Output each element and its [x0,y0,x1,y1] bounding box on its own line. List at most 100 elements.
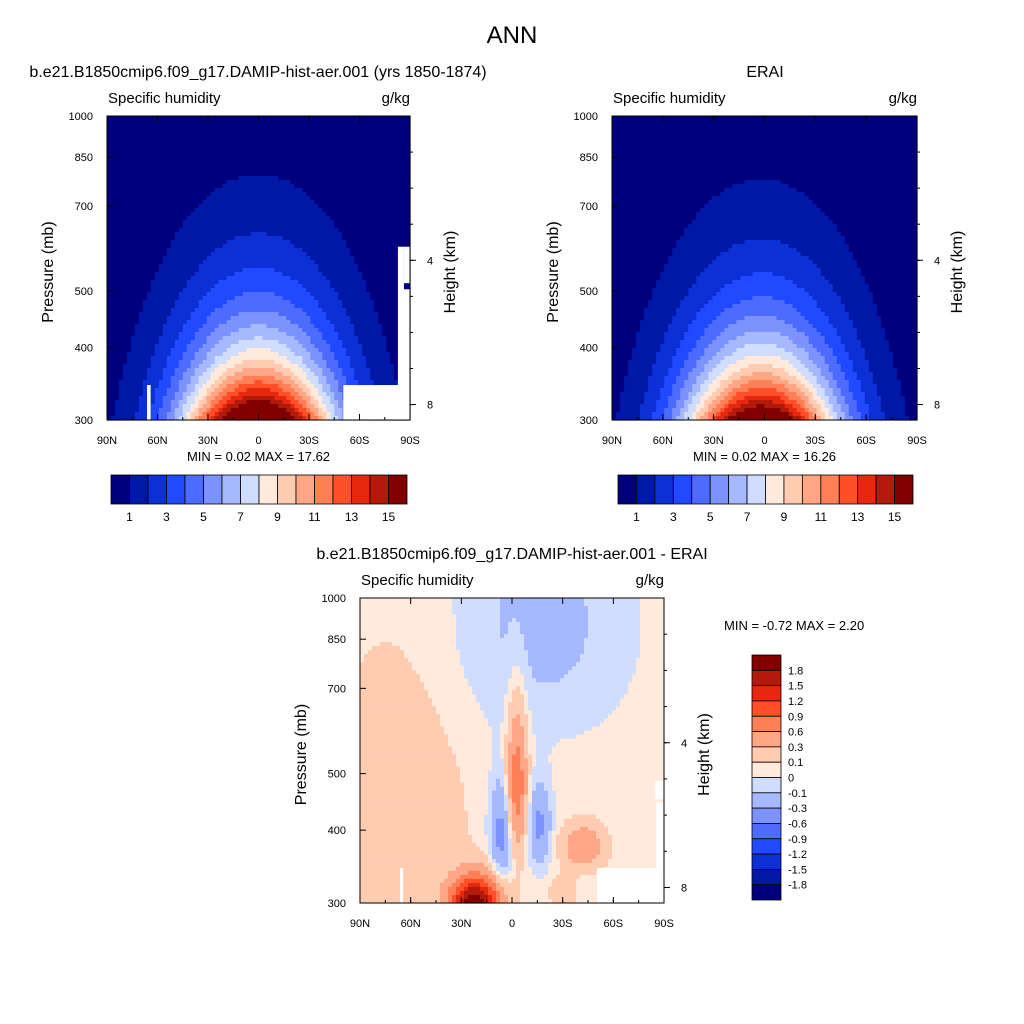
model-cell [114,316,120,321]
model-cell [294,352,299,357]
model-cell [222,180,228,185]
model-cell [234,324,240,329]
model-cell [214,336,220,341]
model-cell [142,172,148,177]
model-cell [166,120,172,125]
model-cell [134,260,140,265]
model-cell [202,220,208,225]
model-cell [186,224,192,229]
model-cell [122,336,128,341]
model-cell [354,124,359,129]
model-cell [326,328,331,333]
model-cell [346,224,351,229]
model-cell [198,352,204,357]
model-cell [378,144,383,149]
model-cell [222,368,228,373]
model-cell [374,232,379,237]
model-cell [266,224,272,229]
model-cell [322,288,327,293]
model-cell [318,200,323,205]
model-cell [170,340,176,345]
model-cell [266,256,272,261]
model-cell [138,224,144,229]
model-cell [174,340,180,345]
model-cell [350,328,355,333]
model-cell [142,252,148,257]
model-cell [150,344,156,349]
model-cell [346,220,351,225]
model-cell [302,232,307,237]
model-cell [346,340,351,345]
model-cell [214,372,220,377]
model-cell [362,204,367,209]
model-cell [374,344,379,349]
model-cell [150,136,156,141]
model-cell [266,284,272,289]
model-cell [258,372,264,377]
model-cell [258,176,264,181]
model-cell [218,156,224,161]
model-cell [386,320,391,325]
model-cell [322,344,327,349]
model-cell [326,316,331,321]
model-cell [290,188,295,193]
model-cell [230,196,236,201]
model-cell [186,324,192,329]
model-cell [330,324,335,329]
model-cell [154,248,160,253]
model-cell [218,204,224,209]
model-cell [350,340,355,345]
model-cell [322,328,327,333]
model-cell [254,292,260,297]
model-cell [322,200,327,205]
model-cell [358,280,363,285]
model-cell [226,196,232,201]
model-cell [258,272,264,277]
model-cell [246,344,252,349]
model-cell [234,376,240,381]
model-cell [107,224,112,229]
model-cell [174,336,180,341]
model-cell [302,204,307,209]
model-cell [258,364,264,369]
model-cell [230,200,236,205]
model-cell [162,328,168,333]
model-cell [246,268,252,273]
model-cell [134,240,140,245]
model-cell [138,240,144,245]
model-cell [314,128,319,133]
model-cell [130,372,136,377]
model-cell [134,316,140,321]
model-cell [366,132,371,137]
model-cell [394,236,399,241]
model-cell [198,328,204,333]
model-cell [242,332,248,337]
model-cell [214,164,220,169]
model-cell [194,164,200,169]
model-cell [262,208,268,213]
model-cell [206,132,212,137]
model-cell [282,336,288,341]
model-cell [358,320,363,325]
model-cell [298,176,303,181]
model-cell [162,144,168,149]
model-cell [390,140,395,145]
model-cell [250,304,256,309]
model-cell [282,292,288,297]
model-cell [266,192,272,197]
model-cell [182,280,188,285]
model-cell [118,208,124,213]
model-cell [246,260,252,265]
model-cell [134,356,140,361]
model-cell [254,192,260,197]
model-cell [398,236,403,241]
model-cell [118,136,124,141]
model-cell [206,304,212,309]
model-cell [290,208,295,213]
model-cell [242,204,248,209]
model-cell [242,364,248,369]
model-cell [142,244,148,249]
model-cell [134,156,140,161]
model-cell [326,300,331,305]
model-cell [370,176,375,181]
